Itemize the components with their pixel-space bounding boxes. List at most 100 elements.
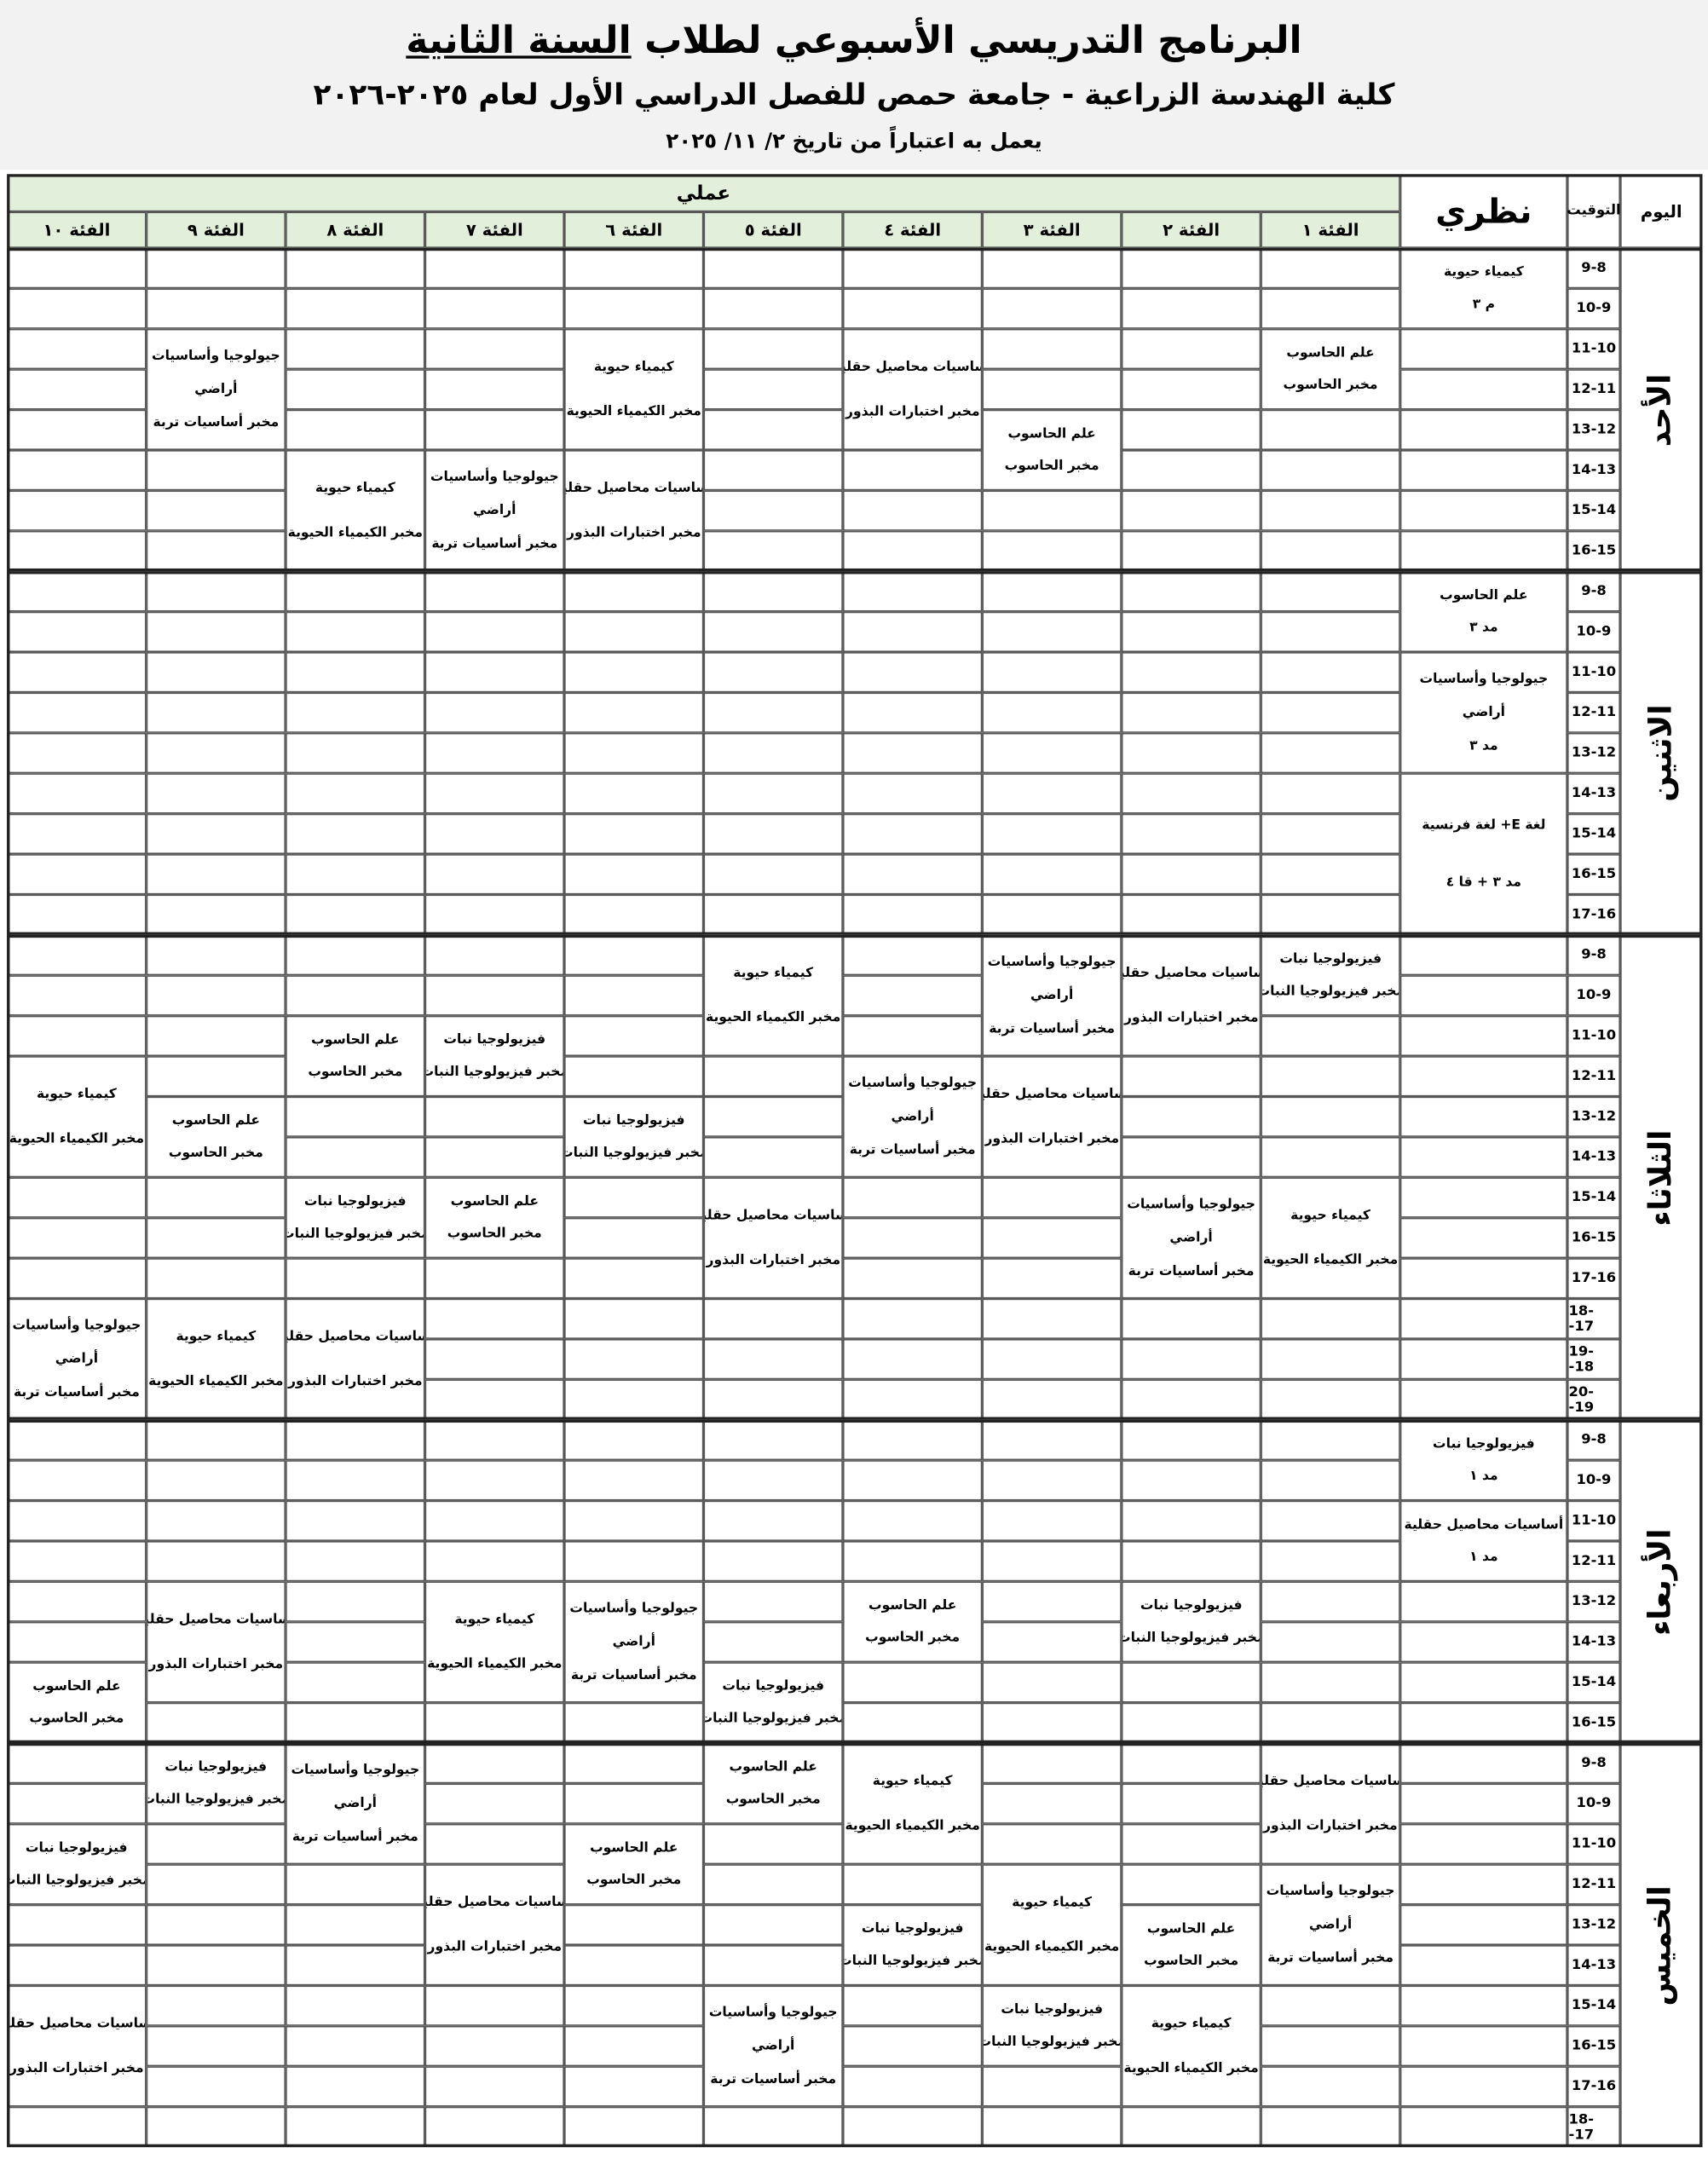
session: فيزيولوجيا نبات مخبر فيزيولوجيا النبات bbox=[7, 1823, 147, 1905]
session: كيمياء حيوية مخبر الكيمياء الحيوية bbox=[564, 328, 704, 451]
session-line: مخبر الحاسوب bbox=[725, 1791, 821, 1807]
practical-cell bbox=[1121, 1500, 1261, 1541]
practical-cell bbox=[564, 1177, 704, 1218]
practical-cell bbox=[286, 934, 425, 976]
practical-cell bbox=[564, 1338, 704, 1380]
practical-cell bbox=[424, 1419, 565, 1461]
time-cell: 9-8 bbox=[1567, 1419, 1621, 1461]
session: علم الحاسوب مد ٣ bbox=[1399, 571, 1567, 653]
practical-cell bbox=[982, 1460, 1122, 1501]
theory-cell bbox=[1399, 1298, 1567, 1339]
practical-cell bbox=[286, 571, 425, 612]
time-cell: 17-16 bbox=[1567, 2066, 1621, 2107]
time-cell: 15-14 bbox=[1567, 813, 1621, 855]
theory-cell bbox=[1399, 1338, 1567, 1380]
practical-cell bbox=[703, 652, 843, 693]
session-line: أراضي bbox=[194, 381, 238, 397]
session-line: مخبر اختبارات البذور bbox=[427, 1939, 563, 1955]
session-line: جيولوجيا وأساسيات bbox=[708, 2005, 838, 2021]
session-line: كيمياء حيوية bbox=[593, 359, 674, 375]
session-line: مخبر الحاسوب bbox=[168, 1145, 263, 1161]
practical-cell bbox=[842, 611, 983, 653]
session-line: فيزيولوجيا نبات bbox=[164, 1760, 268, 1776]
practical-cell bbox=[146, 288, 286, 329]
session-line: مخبر فيزيولوجيا النبات bbox=[703, 1710, 843, 1726]
practical-cell bbox=[146, 1419, 286, 1461]
session: علم الحاسوب مخبر الحاسوب bbox=[146, 1096, 286, 1178]
practical-cell bbox=[1261, 1500, 1400, 1541]
practical-cell bbox=[424, 1823, 565, 1865]
practical-cell bbox=[1121, 1338, 1261, 1380]
session-line: أساسيات محاصيل حقلية bbox=[9, 2016, 145, 2032]
practical-cell bbox=[7, 732, 147, 774]
time-cell: 16-15 bbox=[1567, 530, 1621, 572]
practical-cell bbox=[7, 450, 147, 491]
theory-cell bbox=[1399, 1783, 1567, 1824]
practical-cell bbox=[564, 571, 704, 612]
time-cell: 9-8 bbox=[1567, 934, 1621, 976]
practical-cell bbox=[7, 1783, 147, 1824]
group-header: الفئة ٣ bbox=[982, 211, 1122, 248]
practical-cell bbox=[842, 530, 983, 572]
practical-cell bbox=[564, 1743, 704, 1784]
practical-cell bbox=[564, 1379, 704, 1420]
practical-cell bbox=[1261, 1338, 1400, 1380]
practical-cell bbox=[842, 1338, 983, 1380]
practical-cell bbox=[1261, 288, 1400, 329]
session: كيمياء حيوية مخبر الكيمياء الحيوية bbox=[703, 934, 843, 1057]
practical-cell bbox=[703, 1904, 843, 1946]
practical-cell bbox=[564, 975, 704, 1016]
practical-cell bbox=[286, 1096, 425, 1137]
session-line: أراضي bbox=[612, 1634, 655, 1650]
session-line: مخبر اختبارات البذور bbox=[1263, 1818, 1398, 1834]
session-line: مد ٣ bbox=[1469, 619, 1498, 635]
session: علم الحاسوب مخبر الحاسوب bbox=[286, 1015, 425, 1097]
practical-cell bbox=[842, 652, 983, 693]
practical-cell bbox=[564, 2106, 704, 2148]
practical-cell bbox=[982, 369, 1122, 410]
practical-cell bbox=[1261, 450, 1400, 491]
session: كيمياء حيوية مخبر الكيمياء الحيوية bbox=[842, 1743, 983, 1865]
practical-cell bbox=[564, 247, 704, 289]
practical-cell bbox=[7, 854, 147, 895]
session: أساسيات محاصيل حقلية مد ١ bbox=[1399, 1500, 1567, 1582]
session-line: جيولوجيا وأساسيات bbox=[569, 1601, 699, 1617]
day-name: الأربعاء bbox=[1643, 1527, 1679, 1636]
time-cell: 18--17 bbox=[1567, 1298, 1621, 1339]
theory-cell bbox=[1399, 1177, 1567, 1218]
practical-cell bbox=[424, 328, 565, 370]
practical-cell bbox=[703, 611, 843, 653]
practical-cell bbox=[424, 369, 565, 410]
practical-cell bbox=[842, 1540, 983, 1582]
practical-cell bbox=[1121, 409, 1261, 451]
session-line: مخبر فيزيولوجيا النبات bbox=[146, 1791, 286, 1807]
theory-cell bbox=[1399, 1217, 1567, 1259]
practical-cell bbox=[424, 288, 565, 329]
day-name: الأحد bbox=[1643, 372, 1679, 447]
theory-cell bbox=[1399, 530, 1567, 572]
time-cell: 11-10 bbox=[1567, 652, 1621, 693]
time-cell: 15-14 bbox=[1567, 1985, 1621, 2026]
practical-cell bbox=[424, 1540, 565, 1582]
practical-cell bbox=[564, 934, 704, 976]
time-cell: 16-15 bbox=[1567, 1217, 1621, 1259]
time-cell: 14-13 bbox=[1567, 450, 1621, 491]
practical-cell bbox=[424, 1379, 565, 1420]
practical-cell bbox=[982, 813, 1122, 855]
group-header: الفئة ٤ bbox=[842, 211, 983, 248]
session-line: مخبر فيزيولوجيا النبات bbox=[1261, 983, 1400, 999]
group-header: الفئة ٨ bbox=[286, 211, 425, 248]
practical-cell bbox=[286, 1460, 425, 1501]
day-cell: الخميس bbox=[1620, 1743, 1703, 2148]
practical-cell bbox=[564, 813, 704, 855]
time-cell: 13-12 bbox=[1567, 1581, 1621, 1622]
session-line: أساسيات محاصيل حقلية bbox=[845, 359, 981, 375]
practical-cell bbox=[146, 1500, 286, 1541]
session-line: علم الحاسوب bbox=[590, 1840, 678, 1856]
practical-cell bbox=[1261, 247, 1400, 289]
session-line: كيمياء حيوية bbox=[872, 1773, 953, 1789]
practical-cell bbox=[982, 1419, 1122, 1461]
practical-cell bbox=[1261, 692, 1400, 733]
practical-cell bbox=[842, 1419, 983, 1461]
practical-cell bbox=[564, 692, 704, 733]
